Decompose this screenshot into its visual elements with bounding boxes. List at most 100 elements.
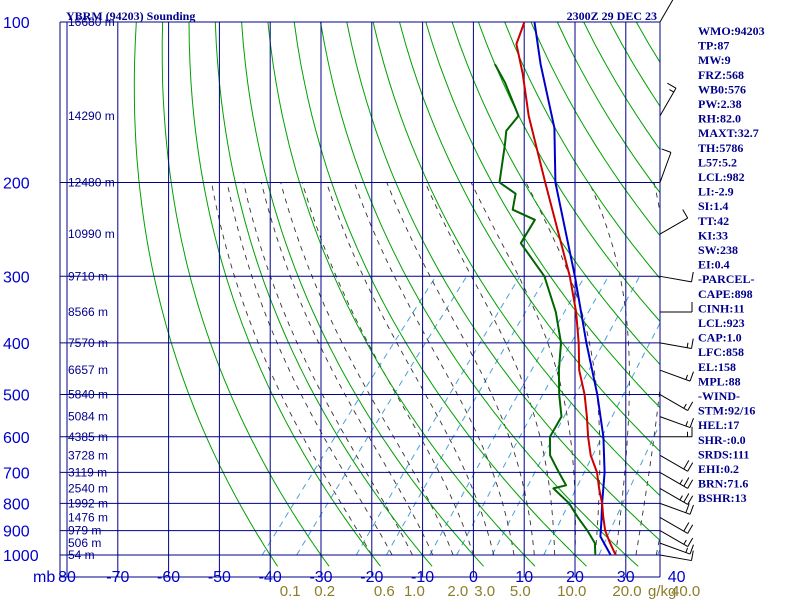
wind-barb: [659, 542, 694, 555]
wind-barb: [659, 454, 694, 472]
height-label: 3119 m: [68, 465, 107, 479]
pressure-label: 1000: [3, 548, 39, 565]
index-item: HEL:17: [698, 418, 739, 432]
index-item: KI:33: [698, 228, 728, 242]
moist-adiabat: [301, 182, 474, 556]
wind-barb-half-feather: [669, 89, 675, 93]
wind-barb-feather: [687, 495, 694, 505]
index-item: EI:0.4: [698, 258, 730, 272]
wind-barb-half-feather: [685, 421, 689, 427]
index-item: WB0:576: [698, 82, 746, 96]
wind-barb-feather: [661, 148, 672, 153]
wind-barb-feather: [683, 460, 690, 470]
index-item: PW:2.38: [698, 97, 742, 111]
index-item: LI:-2.9: [698, 185, 734, 199]
wind-barb-feather: [687, 537, 694, 547]
mixing-ratio-label: 0.6: [374, 583, 395, 600]
dewpoint-trace: [494, 63, 597, 556]
wind-barb-shaft: [659, 554, 692, 562]
wind-barb: [659, 487, 694, 505]
height-label: 506 m: [68, 536, 101, 550]
wind-barb-half-feather: [683, 539, 687, 545]
index-item: TP:87: [698, 39, 729, 53]
moist-adiabat: [635, 182, 660, 556]
index-item: EHI:0.2: [698, 462, 739, 476]
index-item: BSHR:13: [698, 491, 747, 505]
wind-barb-shaft: [659, 275, 692, 283]
wind-barb: [659, 338, 694, 349]
pressure-label: 500: [3, 388, 30, 405]
mixing-ratio-label: 0.2: [314, 583, 335, 600]
index-item: TT:42: [698, 214, 729, 228]
index-item: -WIND-: [698, 389, 740, 403]
height-label: 1992 m: [68, 496, 108, 510]
dry-adiabat: [214, 21, 433, 567]
temperature-tick-label: -10: [411, 569, 434, 586]
wind-barb-shaft: [659, 369, 691, 382]
wind-barb-half-feather: [685, 374, 689, 380]
temperature-trace: [515, 21, 617, 556]
index-item: LCL:923: [698, 316, 745, 330]
pressure-label: 100: [3, 15, 30, 32]
parcel-trace: [533, 21, 612, 556]
height-label: 12480 m: [68, 175, 115, 189]
pressure-label: 600: [3, 430, 30, 447]
height-label: 2540 m: [68, 481, 108, 495]
wind-barb-feather: [667, 82, 677, 89]
dry-adiabat: [161, 21, 330, 567]
dry-adiabat: [188, 21, 381, 567]
sounding-profiles: [494, 21, 617, 556]
wind-barb-feather: [691, 550, 694, 561]
temperature-tick-label: -50: [208, 569, 231, 586]
wind-barb: [659, 516, 694, 534]
mixing-ratio-label: 1.0: [404, 583, 425, 600]
temperature-tick-label: 10: [515, 569, 533, 586]
dry-adiabat: [241, 21, 484, 567]
dry-adiabat: [425, 21, 660, 409]
height-label: 7570 m: [68, 336, 108, 350]
dry-adiabat: [346, 21, 660, 541]
index-item: FRZ:568: [698, 68, 744, 82]
dry-adiabat: [133, 21, 279, 567]
wind-barb-shaft: [659, 487, 688, 505]
wind-barb-shaft: [659, 516, 688, 534]
index-item: SHR-:0.0: [698, 433, 746, 447]
wind-barb-shaft: [659, 502, 691, 515]
moist-adiabat: [326, 182, 495, 556]
wind-barb: [659, 82, 677, 117]
index-item: SW:238: [698, 243, 738, 257]
pressure-label: 900: [3, 524, 30, 541]
pressure-label: 700: [3, 465, 30, 482]
wind-barb-feather: [687, 479, 694, 489]
index-item: MAXT:32.7: [698, 126, 759, 140]
stability-indices: WMO:94203TP:87MW:9FRZ:568WB0:576PW:2.38R…: [698, 24, 765, 505]
temperature-tick-label: -30: [309, 569, 332, 586]
wind-barb-feather: [691, 271, 694, 282]
wind-barb: [659, 394, 694, 411]
pressure-label: 200: [3, 175, 30, 192]
dry-adiabat: [399, 21, 660, 453]
wind-barb: [659, 550, 694, 562]
dry-adiabat: [320, 21, 639, 567]
wind-barb-feather: [683, 522, 690, 532]
wind-barb: [660, 301, 693, 313]
wind-barb-feather: [689, 504, 694, 515]
wind-barb: [659, 271, 694, 283]
index-item: RH:82.0: [698, 112, 741, 126]
index-item: WMO:94203: [698, 24, 765, 38]
index-item: STM:92/16: [698, 404, 755, 418]
temperature-tick-label: 40: [668, 569, 686, 586]
mixing-ratio-line: [261, 276, 437, 556]
dry-adiabat: [293, 21, 587, 567]
wind-barb: [659, 472, 694, 489]
mixing-ratio-line: [543, 322, 660, 556]
wind-barb: [659, 209, 689, 235]
wind-barb: [659, 369, 694, 382]
index-item: MW:9: [698, 53, 731, 67]
index-item: SRDS:111: [698, 447, 749, 461]
height-label: 16680 m: [68, 15, 115, 29]
mixing-ratio-label: 5.0: [510, 583, 531, 600]
height-label: 4385 m: [68, 430, 108, 444]
temperature-tick-label: -20: [360, 569, 383, 586]
